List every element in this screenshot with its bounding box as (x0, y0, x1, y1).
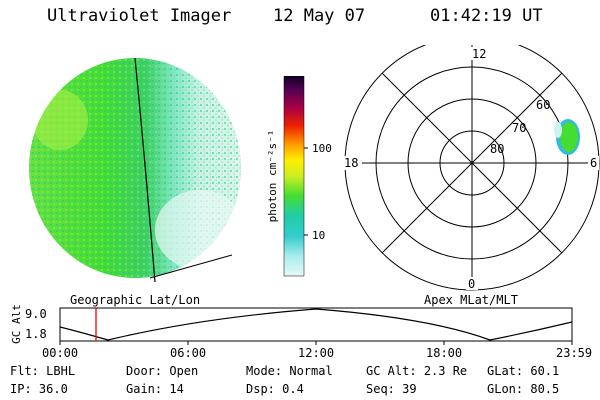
altitude-xtick-3: 18:00 (426, 346, 462, 360)
colorbar-label: photon cm⁻²s⁻¹ (266, 130, 279, 223)
colorbar-tick-10: 10 (312, 229, 325, 242)
earth-disk-image (29, 57, 241, 283)
mlt-label-12: 12 (472, 47, 486, 61)
info-ip: IP: 36.0 (10, 382, 68, 396)
info-flt: Flt: LBHL (10, 364, 76, 378)
polar-plot: 12 18 6 0 60 70 80 (342, 45, 600, 291)
info-dsp: Dsp: 0.4 (246, 382, 304, 396)
altitude-xtick-2: 12:00 (298, 346, 334, 360)
altitude-plot: GC Alt 9.0 1.8 00:00 06:00 12:00 18:00 2… (10, 304, 592, 360)
lat-label-70: 70 (512, 121, 526, 135)
colorbar-tick-100: 100 (312, 142, 332, 155)
info-glon: GLon: 80.5 (487, 382, 560, 396)
instrument-title: Ultraviolet Imager (47, 6, 232, 26)
altitude-ylabel: GC Alt (10, 304, 23, 344)
time-label: 01:42:19 UT (430, 6, 543, 26)
altitude-xtick-4: 23:59 (556, 346, 592, 360)
terminator-line (134, 57, 156, 283)
altitude-curve (59, 308, 573, 341)
apex-label: Apex MLat/MLT (424, 293, 518, 307)
info-mode: Mode: Normal (246, 364, 333, 378)
altitude-ytick-9: 9.0 (25, 307, 47, 321)
lat-label-60: 60 (536, 98, 550, 112)
info-seq: Seq: 39 (366, 382, 417, 396)
date-label: 12 May 07 (273, 6, 366, 26)
info-gc-alt: GC Alt: 2.3 Re (366, 364, 468, 378)
altitude-frame (59, 307, 573, 342)
altitude-xtick-1: 06:00 (170, 346, 206, 360)
lat-label-80: 80 (490, 142, 504, 156)
mlt-label-0: 0 (468, 277, 475, 291)
mlt-label-6: 6 (590, 156, 597, 170)
colorbar: photon cm⁻²s⁻¹ 100 10 (266, 76, 332, 277)
altitude-xtick-0: 00:00 (42, 346, 78, 360)
info-door: Door: Open (126, 364, 199, 378)
altitude-ytick-1: 1.8 (25, 327, 47, 341)
info-gain: Gain: 14 (126, 382, 184, 396)
info-glat: GLat: 60.1 (487, 364, 560, 378)
geographic-label: Geographic Lat/Lon (70, 293, 201, 307)
mlt-label-18: 18 (344, 156, 358, 170)
